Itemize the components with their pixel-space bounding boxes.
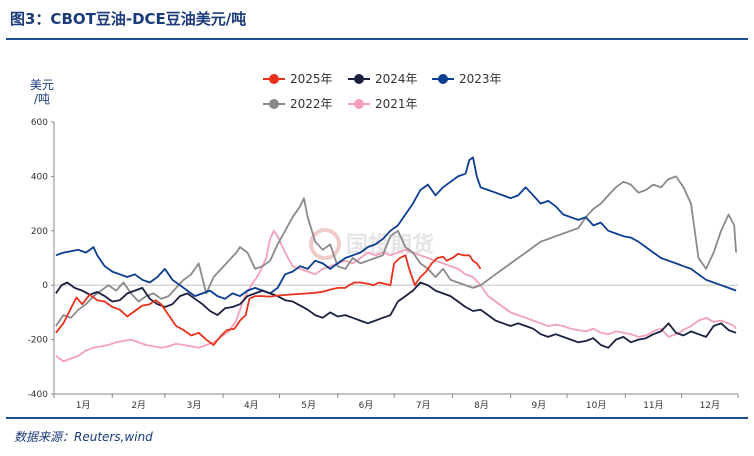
x-tick-label: 10月 bbox=[586, 400, 606, 411]
series-line-2024 bbox=[55, 281, 737, 349]
y-axis-unit-line1: 美元 bbox=[30, 78, 55, 92]
legend-item-2025: 2025年 bbox=[263, 70, 333, 87]
watermark-logo-icon bbox=[309, 228, 341, 260]
legend-marker-2023 bbox=[432, 73, 454, 85]
series-line-2025 bbox=[55, 253, 482, 346]
x-tick-label: 5月 bbox=[301, 400, 316, 411]
series-line-2022 bbox=[55, 175, 737, 327]
y-axis-unit-line2: /吨 bbox=[33, 92, 51, 106]
x-tick-label: 7月 bbox=[416, 400, 431, 411]
legend-label-2024: 2024年 bbox=[375, 72, 418, 86]
legend-marker-2024 bbox=[348, 73, 370, 85]
legend-label-2021: 2021年 bbox=[375, 97, 418, 111]
y-tick-label: 200 bbox=[31, 227, 48, 237]
legend-marker-2021 bbox=[348, 98, 370, 110]
legend-item-2023: 2023年 bbox=[432, 70, 502, 87]
y-tick-label: 400 bbox=[31, 172, 48, 182]
legend-label-2025: 2025年 bbox=[290, 72, 333, 86]
legend-item-2022: 2022年 bbox=[263, 95, 333, 112]
legend-item-2024: 2024年 bbox=[348, 70, 418, 87]
x-tick-label: 4月 bbox=[244, 400, 259, 411]
x-tick-label: 8月 bbox=[474, 400, 489, 411]
series-line-2021 bbox=[55, 229, 737, 363]
x-tick-label: 12月 bbox=[700, 400, 720, 411]
x-tick-label: 6月 bbox=[359, 400, 374, 411]
legend-item-2021: 2021年 bbox=[348, 95, 418, 112]
bottom-rule bbox=[6, 417, 748, 419]
y-tick-label: 0 bbox=[42, 281, 48, 291]
axes: -400 -200 0 200 400 600 1月 2月 3月 4月 5月 6月 7月 8月 9月 10月 1… bbox=[28, 118, 739, 411]
x-tick-label: 2月 bbox=[131, 400, 146, 411]
legend-marker-2025 bbox=[263, 73, 285, 85]
y-tick-label: -400 bbox=[28, 390, 49, 400]
y-axis-unit: 美元 /吨 bbox=[30, 78, 54, 106]
x-tick-label: 9月 bbox=[531, 400, 546, 411]
x-tick-label: 3月 bbox=[187, 400, 202, 411]
x-tick-label: 11月 bbox=[643, 400, 663, 411]
y-tick-label: 600 bbox=[31, 118, 48, 128]
x-tick-label: 1月 bbox=[76, 400, 91, 411]
series-line-2023 bbox=[55, 156, 737, 300]
legend-label-2022: 2022年 bbox=[290, 97, 333, 111]
data-source: 数据来源：Reuters,wind bbox=[14, 430, 153, 444]
y-tick-label: -200 bbox=[28, 336, 49, 346]
top-rule bbox=[6, 38, 748, 40]
legend-marker-2022 bbox=[263, 98, 285, 110]
chart-title: 图3：CBOT豆油-DCE豆油美元/吨 bbox=[10, 10, 247, 28]
legend-label-2023: 2023年 bbox=[459, 72, 502, 86]
series-group bbox=[55, 156, 737, 363]
